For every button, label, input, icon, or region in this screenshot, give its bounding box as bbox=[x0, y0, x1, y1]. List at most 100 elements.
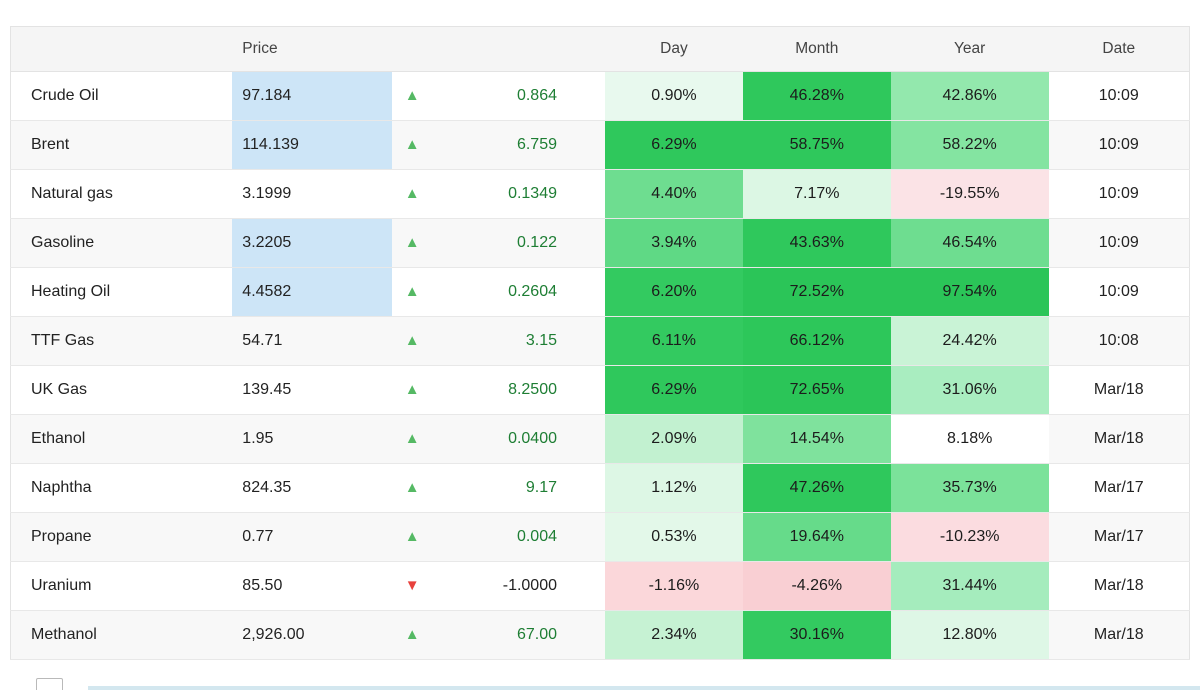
table-row[interactable]: Gasoline 3.2205 ▲ 0.122 3.94% 43.63% 46.… bbox=[10, 218, 1190, 268]
month-cell: 30.16% bbox=[742, 610, 891, 660]
up-arrow-icon: ▲ bbox=[404, 430, 420, 447]
change-cell: 9.17 bbox=[432, 463, 605, 513]
header-change bbox=[432, 26, 605, 72]
day-cell: 6.29% bbox=[605, 365, 743, 415]
price-cell: 824.35 bbox=[232, 463, 393, 513]
month-cell: 46.28% bbox=[742, 71, 891, 121]
date-cell: Mar/17 bbox=[1048, 463, 1190, 513]
date-cell: Mar/18 bbox=[1048, 561, 1190, 611]
year-cell: 31.06% bbox=[890, 365, 1049, 415]
commodity-name[interactable]: Gasoline bbox=[10, 218, 233, 268]
day-cell: -1.16% bbox=[605, 561, 743, 611]
commodity-name[interactable]: TTF Gas bbox=[10, 316, 233, 366]
table-row[interactable]: Uranium 85.50 ▼ -1.0000 -1.16% -4.26% 31… bbox=[10, 561, 1190, 611]
day-cell: 6.20% bbox=[605, 267, 743, 317]
change-cell: 6.759 bbox=[432, 120, 605, 170]
price-cell: 139.45 bbox=[232, 365, 393, 415]
table-row[interactable]: Ethanol 1.95 ▲ 0.0400 2.09% 14.54% 8.18%… bbox=[10, 414, 1190, 464]
day-cell: 6.29% bbox=[605, 120, 743, 170]
year-cell: 31.44% bbox=[890, 561, 1049, 611]
price-cell: 0.77 bbox=[232, 512, 393, 562]
commodity-name[interactable]: UK Gas bbox=[10, 365, 233, 415]
price-cell: 54.71 bbox=[232, 316, 393, 366]
table-row[interactable]: Crude Oil 97.184 ▲ 0.864 0.90% 46.28% 42… bbox=[10, 71, 1190, 121]
table-row[interactable]: UK Gas 139.45 ▲ 8.2500 6.29% 72.65% 31.0… bbox=[10, 365, 1190, 415]
price-cell: 97.184 bbox=[232, 71, 393, 121]
header-price: Price bbox=[232, 26, 393, 72]
month-cell: -4.26% bbox=[742, 561, 891, 611]
year-cell: 97.54% bbox=[890, 267, 1049, 317]
header-date: Date bbox=[1048, 26, 1190, 72]
day-cell: 2.34% bbox=[605, 610, 743, 660]
table-row[interactable]: Methanol 2,926.00 ▲ 67.00 2.34% 30.16% 1… bbox=[10, 610, 1190, 660]
change-cell: 0.2604 bbox=[432, 267, 605, 317]
commodity-name[interactable]: Crude Oil bbox=[10, 71, 233, 121]
year-cell: 8.18% bbox=[890, 414, 1049, 464]
commodity-name[interactable]: Methanol bbox=[10, 610, 233, 660]
table-row[interactable]: Brent 114.139 ▲ 6.759 6.29% 58.75% 58.22… bbox=[10, 120, 1190, 170]
day-cell: 3.94% bbox=[605, 218, 743, 268]
up-arrow-icon: ▲ bbox=[404, 136, 420, 153]
up-arrow-icon: ▲ bbox=[404, 479, 420, 496]
commodity-table-body: Crude Oil 97.184 ▲ 0.864 0.90% 46.28% 42… bbox=[10, 71, 1190, 660]
day-cell: 4.40% bbox=[605, 169, 743, 219]
table-header: Price Day Month Year Date bbox=[10, 26, 1190, 72]
partial-button[interactable] bbox=[36, 678, 63, 690]
commodity-name[interactable]: Natural gas bbox=[10, 169, 233, 219]
change-cell: 0.1349 bbox=[432, 169, 605, 219]
table-row[interactable]: Natural gas 3.1999 ▲ 0.1349 4.40% 7.17% … bbox=[10, 169, 1190, 219]
table-row[interactable]: Naphtha 824.35 ▲ 9.17 1.12% 47.26% 35.73… bbox=[10, 463, 1190, 513]
month-cell: 7.17% bbox=[742, 169, 891, 219]
up-arrow-icon: ▲ bbox=[404, 234, 420, 251]
table-row[interactable]: Heating Oil 4.4582 ▲ 0.2604 6.20% 72.52%… bbox=[10, 267, 1190, 317]
date-cell: Mar/18 bbox=[1048, 414, 1190, 464]
price-cell: 85.50 bbox=[232, 561, 393, 611]
year-cell: -10.23% bbox=[890, 512, 1049, 562]
year-cell: 35.73% bbox=[890, 463, 1049, 513]
month-cell: 47.26% bbox=[742, 463, 891, 513]
year-cell: -19.55% bbox=[890, 169, 1049, 219]
down-arrow-icon: ▼ bbox=[404, 577, 420, 594]
year-cell: 58.22% bbox=[890, 120, 1049, 170]
commodity-name[interactable]: Propane bbox=[10, 512, 233, 562]
header-year: Year bbox=[890, 26, 1049, 72]
table-row[interactable]: TTF Gas 54.71 ▲ 3.15 6.11% 66.12% 24.42%… bbox=[10, 316, 1190, 366]
day-cell: 0.90% bbox=[605, 71, 743, 121]
up-arrow-icon: ▲ bbox=[404, 185, 420, 202]
header-arrow bbox=[392, 26, 433, 72]
header-name bbox=[10, 26, 233, 72]
date-cell: Mar/17 bbox=[1048, 512, 1190, 562]
day-cell: 2.09% bbox=[605, 414, 743, 464]
commodities-table: Price Day Month Year Date Crude Oil 97.1… bbox=[10, 26, 1190, 660]
change-cell: 3.15 bbox=[432, 316, 605, 366]
date-cell: 10:08 bbox=[1048, 316, 1190, 366]
price-cell: 4.4582 bbox=[232, 267, 393, 317]
date-cell: Mar/18 bbox=[1048, 610, 1190, 660]
up-arrow-icon: ▲ bbox=[404, 381, 420, 398]
day-cell: 6.11% bbox=[605, 316, 743, 366]
table-row[interactable]: Propane 0.77 ▲ 0.004 0.53% 19.64% -10.23… bbox=[10, 512, 1190, 562]
change-cell: 0.004 bbox=[432, 512, 605, 562]
price-cell: 114.139 bbox=[232, 120, 393, 170]
year-cell: 12.80% bbox=[890, 610, 1049, 660]
month-cell: 72.52% bbox=[742, 267, 891, 317]
year-cell: 46.54% bbox=[890, 218, 1049, 268]
date-cell: Mar/18 bbox=[1048, 365, 1190, 415]
header-day: Day bbox=[605, 26, 743, 72]
commodity-name[interactable]: Naphtha bbox=[10, 463, 233, 513]
date-cell: 10:09 bbox=[1048, 267, 1190, 317]
up-arrow-icon: ▲ bbox=[404, 528, 420, 545]
day-cell: 0.53% bbox=[605, 512, 743, 562]
commodity-name[interactable]: Brent bbox=[10, 120, 233, 170]
commodity-name[interactable]: Ethanol bbox=[10, 414, 233, 464]
date-cell: 10:09 bbox=[1048, 169, 1190, 219]
month-cell: 66.12% bbox=[742, 316, 891, 366]
change-cell: 8.2500 bbox=[432, 365, 605, 415]
price-cell: 3.2205 bbox=[232, 218, 393, 268]
commodity-name[interactable]: Heating Oil bbox=[10, 267, 233, 317]
month-cell: 14.54% bbox=[742, 414, 891, 464]
up-arrow-icon: ▲ bbox=[404, 87, 420, 104]
year-cell: 42.86% bbox=[890, 71, 1049, 121]
change-cell: 0.122 bbox=[432, 218, 605, 268]
commodity-name[interactable]: Uranium bbox=[10, 561, 233, 611]
